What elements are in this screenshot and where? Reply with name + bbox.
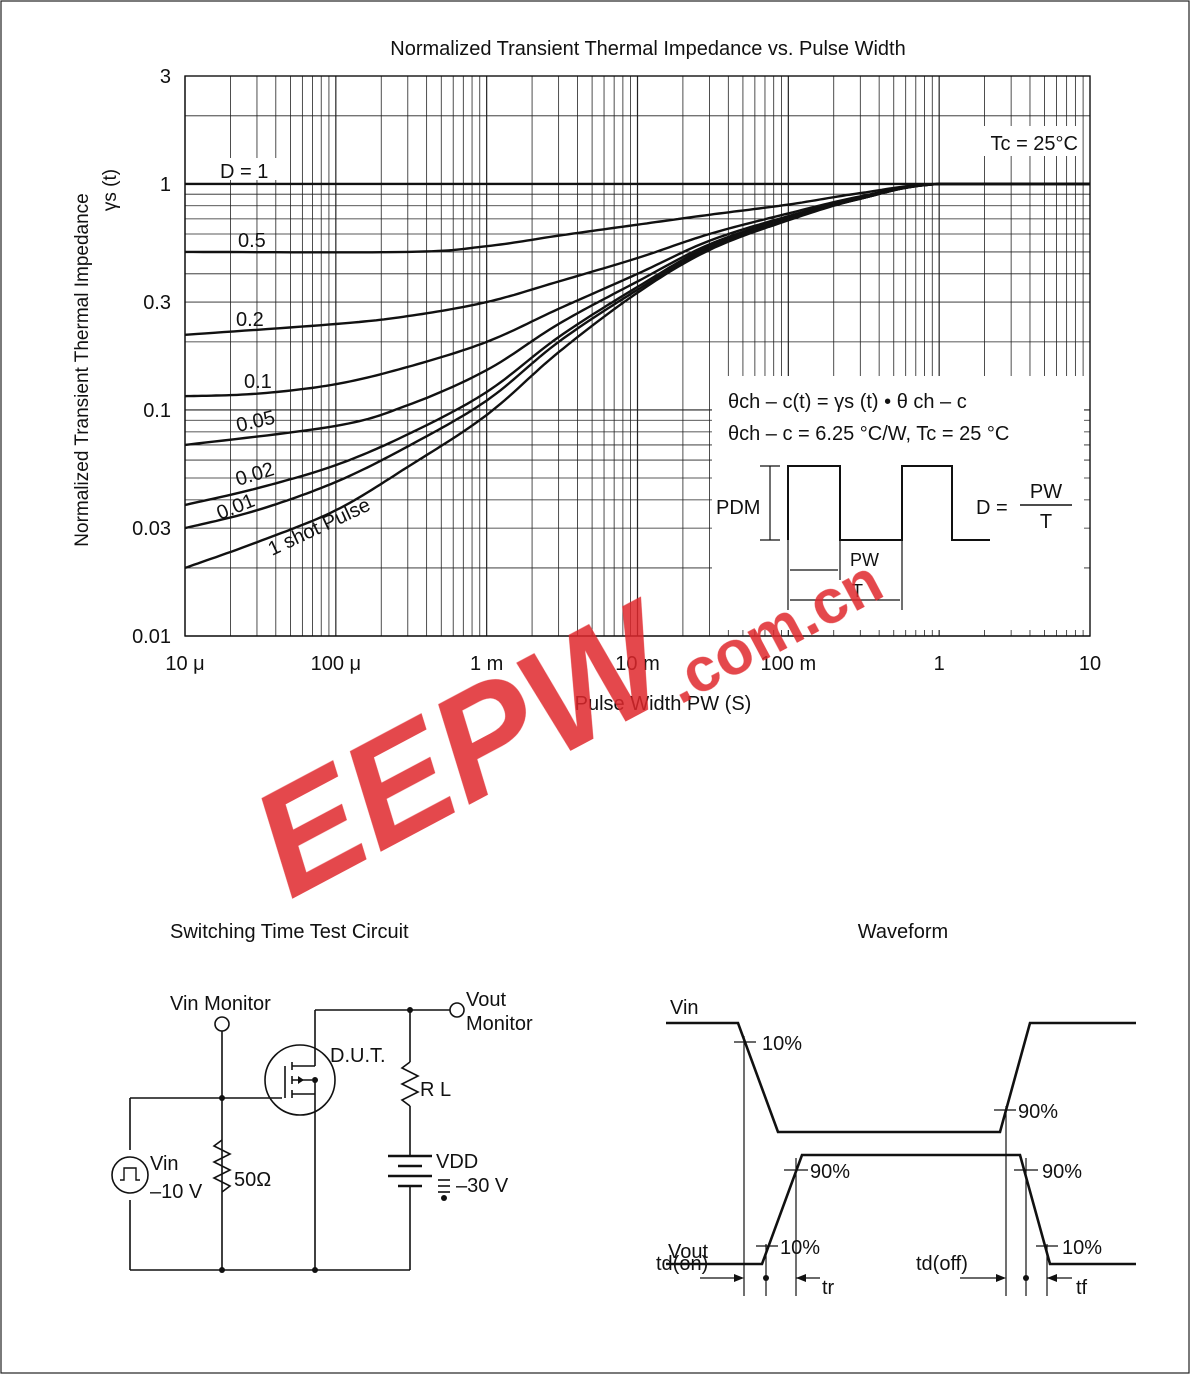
curve-label-02: 0.2 <box>236 309 264 331</box>
monitor-label: Monitor <box>466 1013 533 1035</box>
y-tick-label: 0.01 <box>132 626 171 648</box>
mosfet-dut <box>264 1044 336 1116</box>
vin-monitor-label: Vin Monitor <box>170 993 271 1015</box>
x-tick-label: 10 <box>1079 653 1101 675</box>
vin-waveform <box>666 1021 1136 1134</box>
switching-waveform: Waveform Vin Vout <box>656 921 1136 1299</box>
vdd-label: VDD <box>436 1151 478 1173</box>
vout-rise-90pct-label: 90% <box>810 1161 850 1183</box>
thermal-impedance-chart: Normalized Transient Thermal Impedance v… <box>72 38 1101 715</box>
pw-label: PW <box>850 550 879 570</box>
vin-source-label: Vin <box>150 1153 179 1175</box>
td-off-label: td(off) <box>916 1253 968 1275</box>
y-axis-label-line2: γs (t) <box>100 169 121 211</box>
pdm-label: PDM <box>716 497 760 519</box>
curve-series-7 <box>184 182 1090 570</box>
vin-source <box>111 1156 149 1194</box>
label-bg <box>962 126 1082 156</box>
curve-label-05: 0.5 <box>238 230 266 252</box>
curve-label-001: 0.01 <box>214 490 258 525</box>
x-tick-label: 1 m <box>470 653 503 675</box>
plot-frame <box>184 75 1091 637</box>
circuit-junctions <box>219 1007 447 1273</box>
duty-numerator: PW <box>1030 481 1062 503</box>
waveform-title: Waveform <box>858 921 948 943</box>
formula-line2: θch – c = 6.25 °C/W, Tc = 25 °C <box>728 423 1009 445</box>
case-temperature-label: Tc = 25°C <box>991 133 1078 155</box>
tr-label: tr <box>822 1277 835 1299</box>
y-tick-label: 0.1 <box>143 400 171 422</box>
vin-source-value: –10 V <box>150 1181 203 1203</box>
vout-fall-10pct-label: 10% <box>1062 1237 1102 1259</box>
t-label: T <box>852 581 863 601</box>
curve-label-single-pulse: 1 shot Pulse <box>265 494 374 560</box>
curve-label-d1: D = 1 <box>220 161 268 183</box>
waveform-vout-label: Vout <box>668 1241 708 1263</box>
vin-10pct-label: 10% <box>762 1033 802 1055</box>
watermark-brand: EEPW <box>226 567 705 928</box>
label-bg <box>214 158 286 180</box>
x-tick-label: 100 μ <box>311 653 361 675</box>
pulse-train-diagram <box>760 465 1072 610</box>
rl-label: R L <box>420 1079 451 1101</box>
curve-series-1 <box>185 182 1090 254</box>
vout-fall-90pct-label: 90% <box>1042 1161 1082 1183</box>
y-axis-label-line1: Normalized Transient Thermal Impedance <box>72 193 93 546</box>
y-tick-labels: 0.01 0.03 0.1 0.3 1 3 <box>132 66 171 648</box>
curve-label-005: 0.05 <box>234 407 277 437</box>
y-tick-label: 1 <box>160 174 171 196</box>
curve-label-01: 0.1 <box>244 371 272 393</box>
resistor-50-label: 50Ω <box>234 1169 271 1191</box>
duty-label: D = <box>976 497 1008 519</box>
vin-90pct-label: 90% <box>1018 1101 1058 1123</box>
resistor-50ohm <box>212 1139 232 1193</box>
tf-label: tf <box>1076 1277 1088 1299</box>
formula-line1: θch – c(t) = γs (t) • θ ch – c <box>728 391 967 413</box>
vdd-value: –30 V <box>456 1175 509 1197</box>
vout-waveform <box>666 1153 1136 1266</box>
x-tick-label: 10 μ <box>165 653 204 675</box>
vout-rise-10pct-label: 10% <box>780 1237 820 1259</box>
x-axis-label: Pulse Width PW (S) <box>575 693 752 715</box>
load-resistor <box>400 1061 420 1107</box>
y-tick-label: 0.03 <box>132 518 171 540</box>
y-tick-label: 0.3 <box>143 292 171 314</box>
vin-monitor-terminal <box>214 1016 230 1032</box>
vout-label: Vout <box>466 989 506 1011</box>
duty-denominator: T <box>1040 511 1052 533</box>
inset-box <box>712 376 1084 630</box>
x-tick-labels: 10 μ 100 μ 1 m 10 m 100 m 1 10 <box>165 653 1101 675</box>
circuit-wiring <box>111 1002 465 1271</box>
y-tick-label: 3 <box>160 66 171 88</box>
dut-label: D.U.T. <box>330 1045 386 1067</box>
eepw-watermark: EEPW .com.cn <box>226 546 893 928</box>
circuit-title: Switching Time Test Circuit <box>170 921 409 943</box>
chart-curves <box>184 182 1090 570</box>
switching-test-circuit: Switching Time Test Circuit Vin Monitor … <box>111 921 533 1273</box>
waveform-vin-label: Vin <box>670 997 699 1019</box>
timing-arrowheads <box>734 1274 1057 1282</box>
x-tick-label: 100 m <box>761 653 817 675</box>
vout-monitor-terminal <box>449 1002 465 1018</box>
chart-title: Normalized Transient Thermal Impedance v… <box>390 38 905 60</box>
x-tick-label: 10 m <box>615 653 659 675</box>
x-tick-label: 1 <box>934 653 945 675</box>
td-on-label: td(on) <box>656 1253 708 1275</box>
mosfet-arrow <box>298 1076 304 1084</box>
